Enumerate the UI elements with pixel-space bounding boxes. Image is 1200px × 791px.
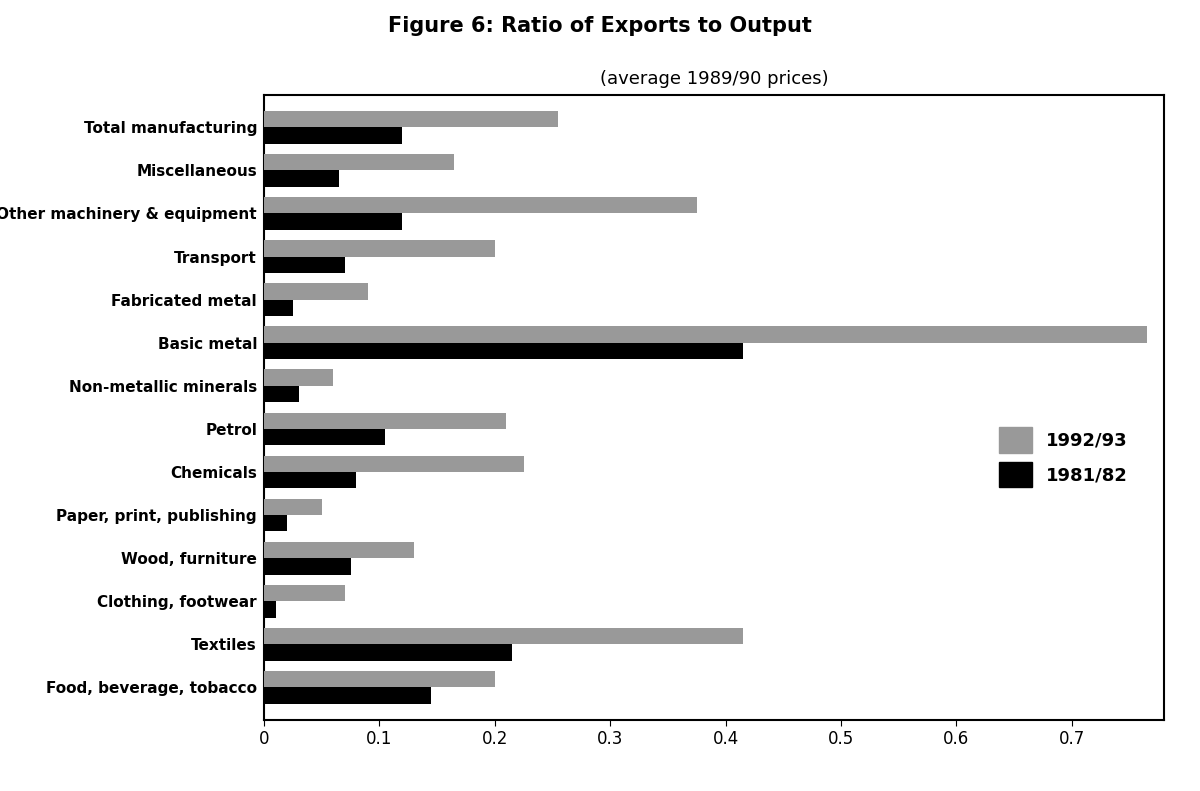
Legend: 1992/93, 1981/82: 1992/93, 1981/82 — [982, 409, 1146, 505]
Bar — [264, 283, 368, 300]
Bar — [264, 671, 494, 687]
Bar — [264, 240, 494, 256]
Bar — [264, 413, 506, 429]
Bar — [264, 197, 697, 214]
Bar — [264, 343, 743, 359]
Text: Figure 6: Ratio of Exports to Output: Figure 6: Ratio of Exports to Output — [388, 16, 812, 36]
Bar — [264, 499, 322, 515]
Bar — [264, 154, 455, 170]
Bar — [264, 542, 414, 558]
Bar — [264, 585, 344, 601]
Bar — [264, 327, 1147, 343]
Bar — [264, 515, 287, 532]
Bar — [264, 127, 402, 144]
Bar — [264, 628, 743, 645]
Title: (average 1989/90 prices): (average 1989/90 prices) — [600, 70, 828, 88]
Bar — [264, 111, 558, 127]
Bar — [264, 256, 344, 273]
Bar — [264, 386, 299, 402]
Bar — [264, 645, 512, 660]
Bar — [264, 558, 350, 574]
Bar — [264, 472, 356, 488]
Bar — [264, 601, 276, 618]
Bar — [264, 170, 340, 187]
Bar — [264, 429, 385, 445]
Bar — [264, 456, 523, 472]
Bar — [264, 687, 431, 704]
Bar — [264, 214, 402, 230]
Bar — [264, 300, 293, 316]
Bar — [264, 369, 334, 386]
